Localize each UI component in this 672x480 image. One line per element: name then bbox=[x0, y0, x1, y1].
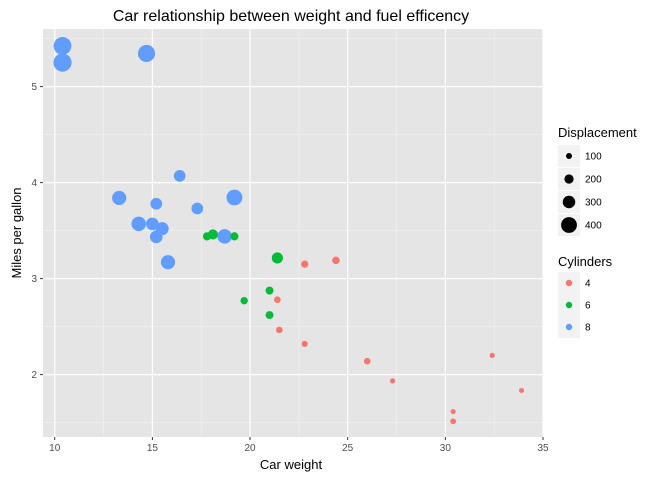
color-legend-symbol bbox=[565, 301, 573, 309]
data-point bbox=[265, 311, 274, 320]
data-point bbox=[450, 418, 457, 425]
y-tick-label: 5 bbox=[31, 82, 37, 93]
data-point bbox=[217, 229, 232, 244]
size-legend: Displacement 100 200 300 400 bbox=[558, 125, 637, 236]
data-point bbox=[191, 202, 204, 215]
plot-panel bbox=[43, 29, 543, 437]
color-legend-label: 8 bbox=[585, 323, 591, 334]
chart-title: Car relationship between weight and fuel… bbox=[113, 8, 469, 25]
y-tick-label: 4 bbox=[31, 178, 37, 189]
y-tick-label: 3 bbox=[31, 274, 37, 285]
color-legend-label: 4 bbox=[585, 279, 591, 290]
data-point bbox=[202, 232, 212, 241]
data-point bbox=[150, 197, 163, 210]
size-legend-symbol bbox=[561, 217, 577, 233]
x-tick-label: 35 bbox=[537, 443, 549, 454]
color-legend-symbol bbox=[565, 323, 573, 331]
data-point bbox=[149, 230, 163, 244]
data-point bbox=[173, 170, 186, 182]
data-point bbox=[450, 408, 456, 415]
y-axis-ticks: 2 3 4 5 bbox=[31, 82, 43, 381]
data-points bbox=[53, 36, 525, 425]
data-point bbox=[363, 357, 371, 365]
data-point bbox=[137, 44, 156, 63]
data-point bbox=[131, 216, 146, 232]
minor-gridlines bbox=[43, 29, 543, 437]
y-axis-title: Miles per gallon bbox=[9, 187, 24, 278]
data-point bbox=[519, 387, 525, 393]
size-legend-label: 400 bbox=[585, 221, 602, 232]
color-legend: Cylinders 4 6 8 bbox=[558, 254, 613, 338]
size-legend-symbol bbox=[562, 195, 576, 209]
x-axis-title: Car weight bbox=[260, 457, 323, 472]
size-legend-label: 100 bbox=[585, 152, 602, 163]
data-point bbox=[53, 36, 72, 55]
color-legend-title: Cylinders bbox=[558, 254, 613, 269]
data-point bbox=[230, 232, 239, 241]
data-point bbox=[489, 352, 495, 359]
data-point bbox=[301, 340, 308, 347]
size-legend-title: Displacement bbox=[558, 125, 637, 140]
data-point bbox=[146, 217, 159, 231]
data-point bbox=[274, 296, 281, 304]
size-legend-label: 300 bbox=[585, 198, 602, 209]
data-point bbox=[332, 256, 340, 265]
x-tick-label: 15 bbox=[147, 443, 159, 454]
data-point bbox=[301, 260, 309, 268]
data-point bbox=[160, 255, 176, 270]
color-legend-symbol bbox=[565, 279, 573, 287]
x-tick-label: 25 bbox=[342, 443, 354, 454]
y-tick-label: 2 bbox=[31, 370, 37, 381]
data-point bbox=[240, 296, 248, 305]
x-tick-label: 20 bbox=[244, 443, 256, 454]
data-point bbox=[226, 189, 243, 206]
data-point bbox=[265, 286, 274, 295]
data-point bbox=[276, 326, 283, 334]
x-tick-label: 30 bbox=[440, 443, 452, 454]
size-legend-label: 200 bbox=[585, 175, 602, 186]
x-axis-ticks: 10 15 20 25 30 35 bbox=[49, 437, 549, 454]
data-point bbox=[112, 190, 127, 206]
data-point bbox=[389, 378, 396, 384]
major-gridlines bbox=[43, 29, 544, 437]
data-point bbox=[271, 252, 283, 264]
data-point bbox=[53, 53, 72, 72]
x-tick-label: 10 bbox=[49, 443, 61, 454]
size-legend-symbol bbox=[566, 153, 572, 159]
size-legend-symbol bbox=[564, 174, 574, 184]
color-legend-label: 6 bbox=[585, 301, 591, 312]
